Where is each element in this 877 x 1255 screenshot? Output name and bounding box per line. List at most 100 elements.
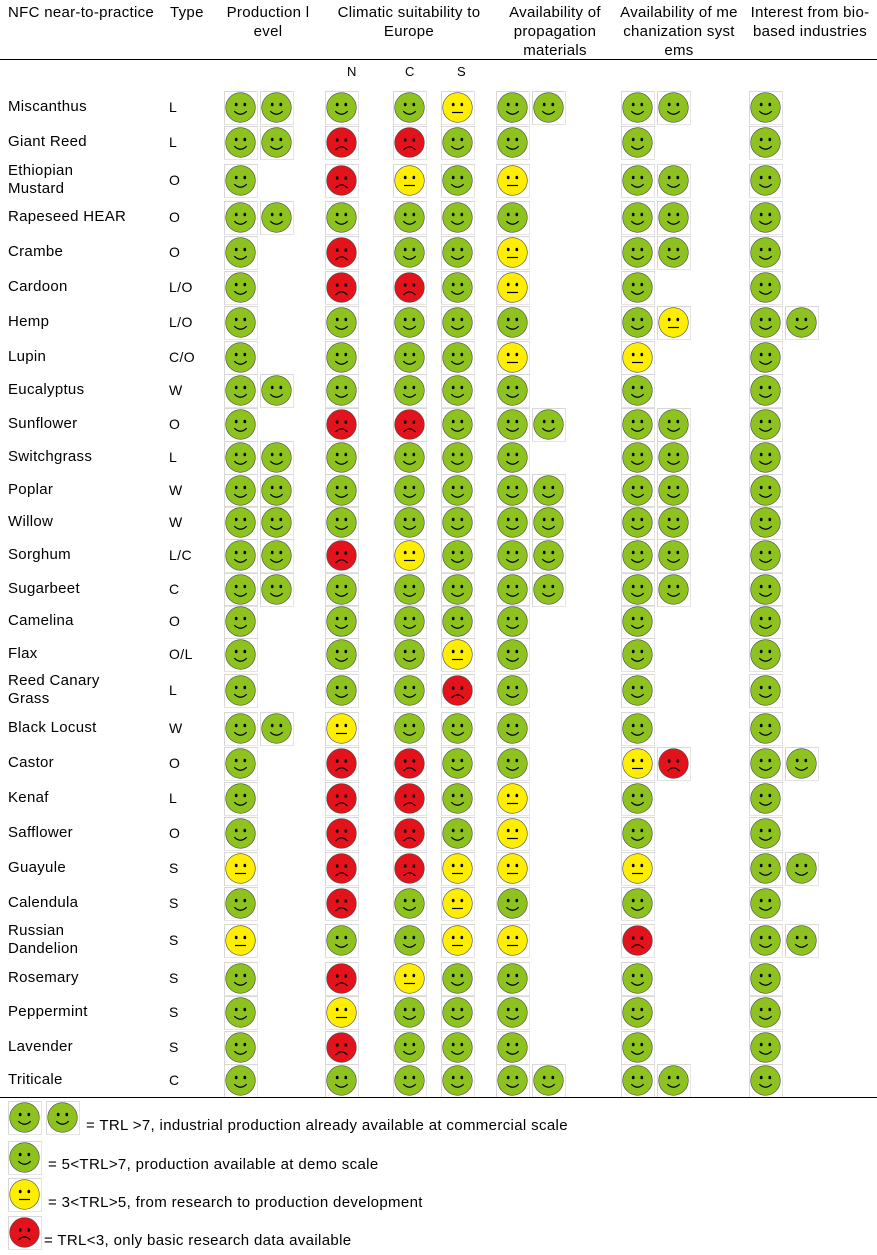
crop-type: S <box>169 970 179 986</box>
green-face-icon <box>326 307 357 338</box>
switchgrass-production-1 <box>224 441 258 475</box>
green-face-icon <box>497 409 528 440</box>
green-face-icon <box>497 202 528 233</box>
legend-face-4-1 <box>8 1216 42 1250</box>
lavender-production-1 <box>224 1031 258 1065</box>
lavender-propagation-1 <box>496 1031 530 1065</box>
yellow-face-icon <box>497 853 528 884</box>
green-face-icon <box>225 475 256 506</box>
castor-interest-2 <box>785 747 819 781</box>
red-face-icon <box>326 963 357 994</box>
crop-type: S <box>169 1004 179 1020</box>
green-face-icon <box>786 853 817 884</box>
rapeseed-hear-production-2 <box>260 201 294 235</box>
green-face-icon <box>750 92 781 123</box>
crop-name: Lavender <box>8 1038 73 1055</box>
green-face-icon <box>394 307 425 338</box>
green-face-icon <box>442 963 473 994</box>
green-face-icon <box>442 748 473 779</box>
castor-climate-1 <box>325 747 359 781</box>
green-face-icon <box>533 409 564 440</box>
green-face-icon <box>750 375 781 406</box>
green-face-icon <box>497 888 528 919</box>
yellow-face-icon <box>497 165 528 196</box>
green-face-icon <box>750 853 781 884</box>
rosemary-production-1 <box>224 962 258 996</box>
green-face-icon <box>497 507 528 538</box>
red-face-icon <box>622 925 653 956</box>
green-face-icon <box>442 540 473 571</box>
cardoon-climate-3 <box>441 271 475 305</box>
green-face-icon <box>442 165 473 196</box>
castor-propagation-1 <box>496 747 530 781</box>
safflower-climate-3 <box>441 817 475 851</box>
crop-type: O <box>169 825 181 841</box>
green-face-icon <box>750 748 781 779</box>
crop-name: Poplar <box>8 481 54 498</box>
red-face-icon <box>394 853 425 884</box>
camelina-climate-1 <box>325 605 359 639</box>
eucalyptus-production-2 <box>260 374 294 408</box>
ethiopian-mustard-mechanization-1 <box>621 164 655 198</box>
red-face-icon <box>9 1217 40 1248</box>
ethiopian-mustard-climate-3 <box>441 164 475 198</box>
red-face-icon <box>326 127 357 158</box>
kenaf-climate-1 <box>325 782 359 816</box>
crambe-climate-1 <box>325 236 359 270</box>
giant-reed-mechanization-1 <box>621 126 655 160</box>
red-face-icon <box>442 675 473 706</box>
giant-reed-production-2 <box>260 126 294 160</box>
triticale-propagation-2 <box>532 1064 566 1098</box>
miscanthus-interest-1 <box>749 91 783 125</box>
crop-name: Hemp <box>8 313 50 330</box>
crop-name: Eucalyptus <box>8 381 85 398</box>
reed-canary-grass-production-1 <box>224 674 258 708</box>
crop-type: O <box>169 613 181 629</box>
russian-dandelion-climate-1 <box>325 924 359 958</box>
castor-production-1 <box>224 747 258 781</box>
triticale-climate-2 <box>393 1064 427 1098</box>
green-face-icon <box>497 1065 528 1096</box>
green-face-icon <box>394 639 425 670</box>
green-face-icon <box>622 1065 653 1096</box>
giant-reed-production-1 <box>224 126 258 160</box>
yellow-face-icon <box>497 272 528 303</box>
red-face-icon <box>658 748 689 779</box>
black-locust-production-1 <box>224 712 258 746</box>
red-face-icon <box>326 1032 357 1063</box>
rosemary-mechanization-1 <box>621 962 655 996</box>
cardoon-propagation-1 <box>496 271 530 305</box>
giant-reed-climate-1 <box>325 126 359 160</box>
green-face-icon <box>442 997 473 1028</box>
green-face-icon <box>750 507 781 538</box>
rapeseed-hear-propagation-1 <box>496 201 530 235</box>
russian-dandelion-production-1 <box>224 924 258 958</box>
green-face-icon <box>225 574 256 605</box>
green-face-icon <box>533 92 564 123</box>
crop-type: O <box>169 209 181 225</box>
giant-reed-propagation-1 <box>496 126 530 160</box>
green-face-icon <box>394 375 425 406</box>
header-rule <box>0 59 877 60</box>
willow-climate-1 <box>325 506 359 540</box>
sunflower-mechanization-2 <box>657 408 691 442</box>
crambe-mechanization-2 <box>657 236 691 270</box>
kenaf-climate-3 <box>441 782 475 816</box>
green-face-icon <box>225 675 256 706</box>
crop-name: Lupin <box>8 348 47 365</box>
green-face-icon <box>225 375 256 406</box>
crop-name: Miscanthus <box>8 98 87 115</box>
green-face-icon <box>750 1065 781 1096</box>
red-face-icon <box>326 818 357 849</box>
reed-canary-grass-mechanization-1 <box>621 674 655 708</box>
green-face-icon <box>622 540 653 571</box>
crop-name: Rosemary <box>8 969 79 986</box>
green-face-icon <box>225 997 256 1028</box>
kenaf-production-1 <box>224 782 258 816</box>
green-face-icon <box>225 409 256 440</box>
yellow-face-icon <box>442 888 473 919</box>
green-face-icon <box>622 507 653 538</box>
green-face-icon <box>622 475 653 506</box>
sorghum-propagation-2 <box>532 539 566 573</box>
lupin-mechanization-1 <box>621 341 655 375</box>
